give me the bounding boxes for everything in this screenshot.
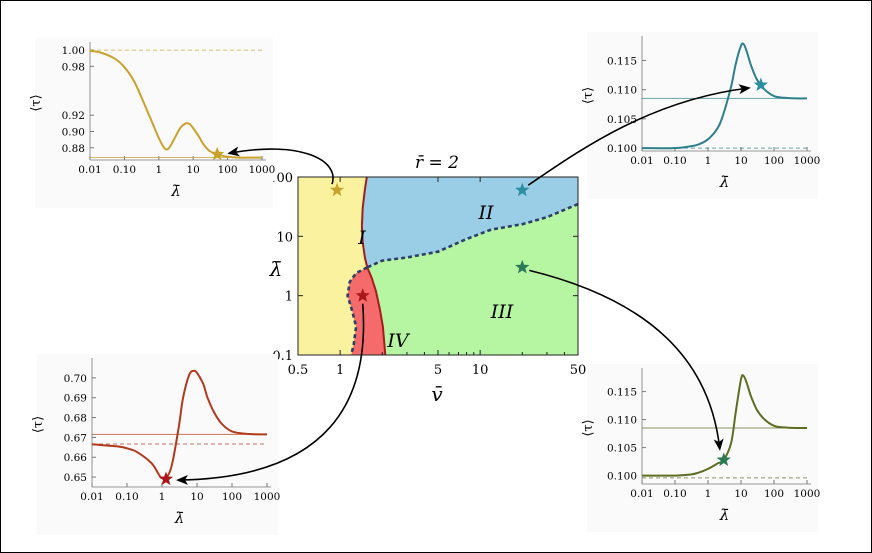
inset-background [35, 38, 273, 208]
x-tick-label: 50 [570, 363, 587, 378]
inset-y-tick-label: 0.98 [62, 61, 85, 73]
inset-curve [89, 49, 262, 159]
inset-x-tick-label: 0.10 [113, 164, 136, 176]
inset-y-tick-label: 0.105 [607, 443, 637, 455]
region-label-IV: IV [386, 330, 411, 352]
region-label-I: I [357, 227, 366, 249]
inset-y-tick-label: 1.00 [62, 45, 85, 57]
inset-y-tick-label: 0.90 [62, 127, 85, 139]
inset-x-tick-label: 0.01 [78, 164, 101, 176]
inset-x-tick-label: 0.01 [80, 491, 103, 503]
inset-y-tick-label: 0.110 [607, 415, 637, 427]
inset-x-axis-label: λ̄ [170, 182, 181, 200]
inset-x-axis-label: λ̄ [719, 506, 730, 524]
arrow-region-IV [175, 303, 365, 485]
inset-star-marker [210, 146, 225, 161]
x-tick-label: 1 [336, 363, 344, 378]
inset-x-tick-label: 1 [159, 491, 166, 503]
inset-background [587, 364, 818, 532]
region-I-fill [298, 177, 368, 355]
region-label-III: III [490, 301, 514, 323]
inset-y-axis-label: ⟨τ⟩ [29, 94, 44, 111]
inset-x-tick-label: 1000 [794, 155, 821, 167]
inset-region-II: 0.01 0.10 1 10 100 1000 0.100 0.105 0.110 0.115 λ̄… [581, 32, 820, 199]
dashed-boundary-region-IV [346, 266, 368, 356]
y-tick-label: 10 [276, 230, 293, 245]
y-tick-label: 1 [285, 290, 293, 305]
inset-background [587, 32, 818, 199]
inset-background [37, 354, 278, 535]
inset-y-axis-label: ⟨τ⟩ [581, 87, 596, 104]
star-marker-region-III [515, 259, 530, 274]
inset-y-tick-label: 0.105 [607, 114, 637, 126]
y-axis-label: λ̄ [269, 257, 283, 281]
inset-y-tick-label: 0.115 [607, 55, 637, 67]
inset-x-tick-label: 0.01 [630, 488, 653, 500]
inset-x-tick-label: 0.01 [630, 155, 653, 167]
inset-x-tick-label: 1000 [254, 491, 281, 503]
inset-region-I: 0.01 0.10 1 10 100 1000 0.88 0.90 0.92 0.98 1.00 λ̄… [29, 38, 275, 208]
inset-x-tick-label: 100 [764, 155, 784, 167]
arrow-region-II [527, 84, 751, 186]
inset-y-axis-label: ⟨τ⟩ [31, 416, 46, 433]
region-label-II: II [477, 202, 494, 224]
inset-x-axis-label: λ̄ [174, 509, 185, 527]
region-IV-fill [347, 267, 386, 355]
inset-x-tick-label: 1000 [794, 488, 821, 500]
inset-y-tick-label: 0.100 [607, 143, 637, 155]
inset-y-tick-label: 0.115 [607, 387, 637, 399]
inset-y-axis-label: ⟨τ⟩ [581, 419, 596, 436]
inset-x-tick-label: 1 [155, 164, 162, 176]
inset-x-tick-label: 0.10 [115, 491, 138, 503]
region-II-fill [361, 177, 578, 268]
main-title: r̄ = 2 [415, 153, 459, 173]
inset-x-tick-label: 100 [764, 488, 784, 500]
dashed-boundary-upper [366, 202, 579, 269]
inset-y-tick-label: 0.69 [64, 393, 87, 405]
inset-y-tick-label: 0.92 [62, 110, 85, 122]
inset-star-marker [158, 471, 174, 486]
inset-y-tick-label: 0.67 [64, 432, 87, 444]
x-tick-label: 10 [472, 363, 489, 378]
inset-x-tick-label: 10 [734, 488, 747, 500]
inset-star-marker [716, 452, 731, 466]
inset-curve [641, 374, 808, 477]
inset-x-tick-label: 10 [190, 491, 203, 503]
arrow-region-I [227, 146, 334, 185]
inset-curve [641, 42, 808, 150]
x-tick-label: 0.5 [288, 363, 309, 378]
inset-region-IV: 0.01 0.10 1 10 100 1000 0.65 0.66 0.67 0.68 0.69 0.… [31, 354, 280, 535]
inset-x-tick-label: 1 [705, 155, 712, 167]
y-tick-label: 100 [268, 171, 293, 186]
star-marker-region-IV [355, 288, 370, 302]
inset-x-tick-label: 0.10 [663, 155, 686, 167]
inset-x-tick-label: 100 [222, 491, 242, 503]
inset-y-tick-label: 0.88 [62, 143, 85, 155]
inset-curve [91, 369, 268, 480]
arrow-region-III [529, 269, 724, 451]
inset-y-tick-label: 0.70 [64, 373, 87, 385]
inset-x-tick-label: 1000 [249, 164, 276, 176]
inset-y-tick-label: 0.65 [64, 472, 87, 484]
inset-x-tick-label: 1 [705, 488, 712, 500]
star-marker-region-II [515, 182, 530, 197]
inset-y-tick-label: 0.68 [64, 413, 87, 425]
inset-region-III: 0.01 0.10 1 10 100 1000 0.100 0.105 0.110 0.115 λ̄… [581, 364, 820, 532]
inset-x-tick-label: 10 [734, 155, 747, 167]
x-axis-label: v̄ [431, 382, 443, 406]
inset-y-tick-label: 0.100 [607, 471, 637, 483]
solid-boundary-line [360, 176, 387, 356]
star-marker-region-I [329, 182, 345, 197]
inset-x-tick-label: 10 [187, 164, 200, 176]
inset-y-tick-label: 0.110 [607, 85, 637, 97]
inset-x-axis-label: λ̄ [719, 173, 730, 191]
inset-star-marker [753, 77, 768, 92]
inset-x-tick-label: 0.10 [663, 488, 686, 500]
x-tick-label: 5 [434, 363, 442, 378]
inset-y-tick-label: 0.66 [64, 452, 88, 464]
connector-arrows [175, 84, 751, 485]
inset-x-tick-label: 100 [218, 164, 238, 176]
